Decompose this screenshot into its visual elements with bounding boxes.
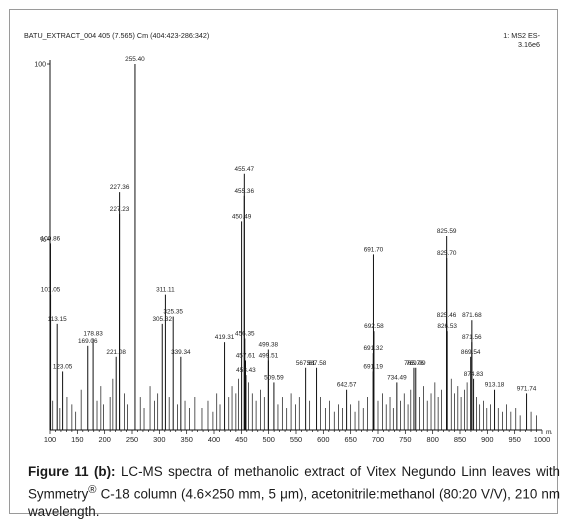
figure-caption: Figure 11 (b): LC-MS spectra of methanol… xyxy=(28,463,560,521)
x-tick-label-14: 800 xyxy=(426,435,438,444)
caption-registered-mark: ® xyxy=(88,484,97,496)
peaks-layer xyxy=(49,64,537,430)
peak-label-29: 691.32 xyxy=(363,345,383,352)
peak-label-36: 825.46 xyxy=(437,312,457,319)
peak-label-28: 692.58 xyxy=(364,323,384,330)
peak-label-7: 101.05 xyxy=(41,287,61,294)
peak-label-21: 499.51 xyxy=(259,352,279,359)
peak-label-32: 734.49 xyxy=(387,374,407,381)
peak-label-39: 871.56 xyxy=(462,334,482,341)
peak-label-12: 123.05 xyxy=(53,363,73,370)
peak-label-18: 456.35 xyxy=(235,331,255,338)
peak-labels-layer: 255.40 455.47 227.36 455.36 227.23 450.49 825.… xyxy=(41,56,537,392)
peak-label-4: 455.36 xyxy=(234,188,254,195)
x-tick-label-1: 150 xyxy=(71,435,83,444)
x-tick-label-0: 100 xyxy=(44,435,56,444)
peak-label-26: 642.57 xyxy=(337,382,357,389)
peak-label-17: 419.31 xyxy=(215,334,235,341)
caption-label: Figure 11 (b): xyxy=(28,464,116,479)
peak-label-31: 765.76 xyxy=(404,360,424,367)
mass-spectrum-chart: BATU_EXTRACT_004 405 (7.565) Cm (404:423… xyxy=(24,31,552,444)
peak-label-20: 457.61 xyxy=(236,352,256,359)
x-tick-label-13: 750 xyxy=(399,435,411,444)
peak-label-34: 825.59 xyxy=(437,228,457,235)
peak-label-9: 169.06 xyxy=(78,338,98,345)
peak-label-5: 450.49 xyxy=(232,213,252,220)
axes-layer: 100% 100 150 200 250 300 350 400 450 500 550 600 650… xyxy=(34,60,552,444)
x-tick-label-3: 250 xyxy=(126,435,138,444)
peak-label-42: 913.18 xyxy=(485,382,505,389)
x-tick-label-12: 700 xyxy=(372,435,384,444)
caption-text-part1: LC-MS spectra of methanolic extract of V… xyxy=(28,464,560,502)
peak-label-2: 227.23 xyxy=(110,206,130,213)
x-tick-label-8: 500 xyxy=(262,435,274,444)
peak-label-3: 455.47 xyxy=(235,166,255,173)
peak-label-22: 458.43 xyxy=(236,367,256,374)
x-tick-label-18: 1000 xyxy=(534,435,550,444)
peak-label-23: 509.59 xyxy=(264,374,284,381)
peak-label-11: 221.08 xyxy=(106,349,126,356)
y-tick-label-0: 100 xyxy=(34,62,46,69)
x-tick-label-5: 350 xyxy=(180,435,192,444)
peak-label-35: 825.70 xyxy=(437,250,457,257)
peak-label-13: 305.32 xyxy=(152,316,172,323)
peak-label-10: 178.83 xyxy=(83,331,103,338)
x-tick-label-7: 450 xyxy=(235,435,247,444)
scan-function-label: 1: MS2 ES- xyxy=(503,31,540,40)
peak-label-37: 871.68 xyxy=(462,312,482,319)
chart-title: BATU_EXTRACT_004 405 (7.565) Cm (404:423… xyxy=(24,31,209,40)
x-tick-label-15: 850 xyxy=(454,435,466,444)
figure-frame: BATU_EXTRACT_004 405 (7.565) Cm (404:423… xyxy=(9,9,560,519)
caption-text-part2: C-18 column (4.6×250 mm, 5 μm), acetonit… xyxy=(28,486,560,520)
peak-label-15: 325.35 xyxy=(163,309,183,316)
x-tick-label-17: 950 xyxy=(508,435,520,444)
peak-label-16: 339.34 xyxy=(171,349,191,356)
peak-label-40: 869.54 xyxy=(461,349,481,356)
x-tick-label-6: 400 xyxy=(208,435,220,444)
peak-label-33: 769.09 xyxy=(406,360,426,367)
base-peak-intensity-label: 3.16e6 xyxy=(518,40,540,49)
peak-label-41: 874.83 xyxy=(464,371,484,378)
peak-label-19: 499.38 xyxy=(259,341,279,348)
peak-label-14: 311.11 xyxy=(156,287,175,294)
peak-label-38: 826.53 xyxy=(437,323,457,330)
peak-label-43: 971.74 xyxy=(517,385,537,392)
x-tick-label-11: 650 xyxy=(344,435,356,444)
x-tick-label-2: 200 xyxy=(98,435,110,444)
x-tick-label-10: 600 xyxy=(317,435,329,444)
peak-label-6: 100.86 xyxy=(41,235,61,242)
x-tick-label-4: 300 xyxy=(153,435,165,444)
y-tick-label-1: % xyxy=(40,237,46,244)
x-tick-label-16: 900 xyxy=(481,435,493,444)
peak-label-1: 227.36 xyxy=(110,184,130,191)
peak-label-8: 113.15 xyxy=(48,316,68,323)
peak-label-30: 691.19 xyxy=(363,363,383,370)
peak-label-0: 255.40 xyxy=(125,56,145,63)
peak-label-27: 691.70 xyxy=(364,246,384,253)
x-axis-label: m/z xyxy=(546,429,552,436)
peak-label-25: 587.58 xyxy=(307,360,327,367)
peak-label-24: 567.61 xyxy=(296,360,316,367)
x-tick-label-9: 550 xyxy=(290,435,302,444)
